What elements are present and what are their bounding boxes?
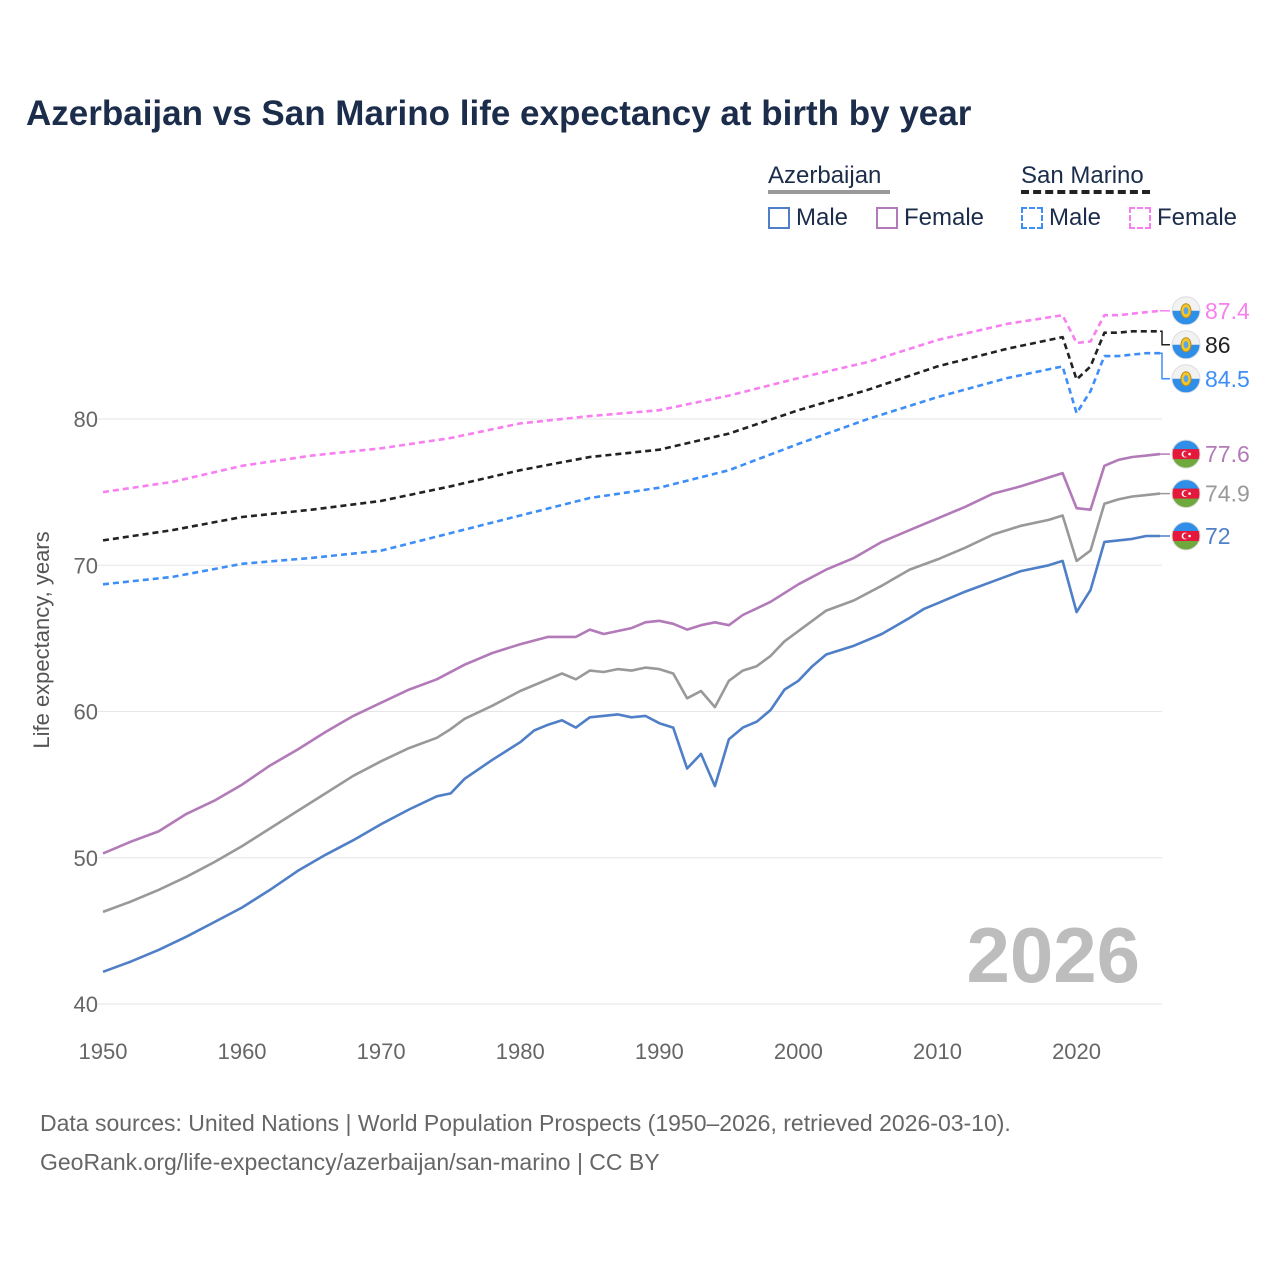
x-tick-label: 2010 (913, 1039, 962, 1064)
year-watermark: 2026 (966, 911, 1140, 999)
legend-swatch-icon (876, 207, 898, 229)
footer-sources: Data sources: United Nations | World Pop… (40, 1110, 1011, 1136)
series-line-san-marino-male[interactable] (102, 351, 1160, 586)
series-line-azerbaijan-male[interactable] (102, 534, 1160, 974)
azerbaijan-flag-icon (1171, 521, 1201, 551)
azerbaijan-flag-icon (1171, 479, 1201, 509)
x-tick-label: 1960 (218, 1039, 267, 1064)
series-lines (102, 309, 1161, 974)
san-marino-flag-icon (1171, 330, 1201, 360)
end-label-connector (1160, 330, 1170, 346)
x-tick-label: 1990 (635, 1039, 684, 1064)
footer: Data sources: United Nations | World Pop… (40, 1104, 1011, 1182)
x-tick-label: 1950 (79, 1039, 128, 1064)
san-marino-flag-icon (1171, 296, 1201, 326)
x-tick-label: 1980 (496, 1039, 545, 1064)
axes: 40 50 60 70 80 1950 1960 1970 1980 1990 2000 2010 20… (74, 407, 1102, 1064)
y-tick-label: 60 (74, 700, 98, 725)
legend-item-label: Female (1157, 204, 1238, 231)
end-value-label: 72 (1205, 523, 1231, 549)
y-tick-label: 40 (74, 992, 98, 1017)
x-tick-label: 2000 (774, 1039, 823, 1064)
series-line-san-marino-both[interactable] (102, 330, 1160, 542)
legend-item-san-marino-female[interactable]: Female (1129, 204, 1237, 232)
legend-group-azerbaijan: Azerbaijan (768, 162, 882, 189)
end-labels: 87.4 86 84.5 77.6 74.9 72 (1160, 296, 1250, 551)
x-tick-label: 1970 (357, 1039, 406, 1064)
end-value-label: 86 (1205, 332, 1231, 358)
y-tick-label: 70 (74, 553, 98, 578)
series-line-azerbaijan-both[interactable] (102, 492, 1161, 914)
legend-swatch-icon (1129, 207, 1151, 229)
series-line-san-marino-female[interactable] (102, 309, 1161, 494)
y-tick-label: 50 (74, 846, 98, 871)
legend-line-san-marino (1021, 190, 1150, 194)
legend-item-label: Female (904, 204, 985, 231)
legend-swatch-icon (768, 207, 790, 229)
legend-swatch-icon (1021, 207, 1043, 229)
end-value-label: 74.9 (1205, 481, 1250, 507)
end-value-label: 84.5 (1205, 366, 1250, 392)
legend-line-azerbaijan (768, 190, 890, 194)
series-line-azerbaijan-female[interactable] (102, 452, 1161, 855)
legend-group-san-marino: San Marino (1021, 162, 1144, 189)
legend-item-azerbaijan-male[interactable]: Male (768, 204, 848, 232)
legend-item-azerbaijan-female[interactable]: Female (876, 204, 984, 232)
azerbaijan-flag-icon (1171, 439, 1201, 469)
end-value-label: 77.6 (1205, 441, 1250, 467)
chart-title: Azerbaijan vs San Marino life expectancy… (26, 94, 972, 133)
y-tick-label: 80 (74, 407, 98, 432)
footer-link[interactable]: GeoRank.org/life-expectancy/azerbaijan/s… (40, 1149, 660, 1175)
legend-item-label: Male (796, 204, 849, 231)
x-tick-label: 2020 (1052, 1039, 1101, 1064)
end-value-label: 87.4 (1205, 298, 1250, 324)
legend-item-san-marino-male[interactable]: Male (1021, 204, 1101, 232)
gridlines (98, 418, 1162, 1005)
end-label-connector (1160, 352, 1170, 380)
san-marino-flag-icon (1171, 364, 1201, 394)
legend-item-label: Male (1049, 204, 1102, 231)
